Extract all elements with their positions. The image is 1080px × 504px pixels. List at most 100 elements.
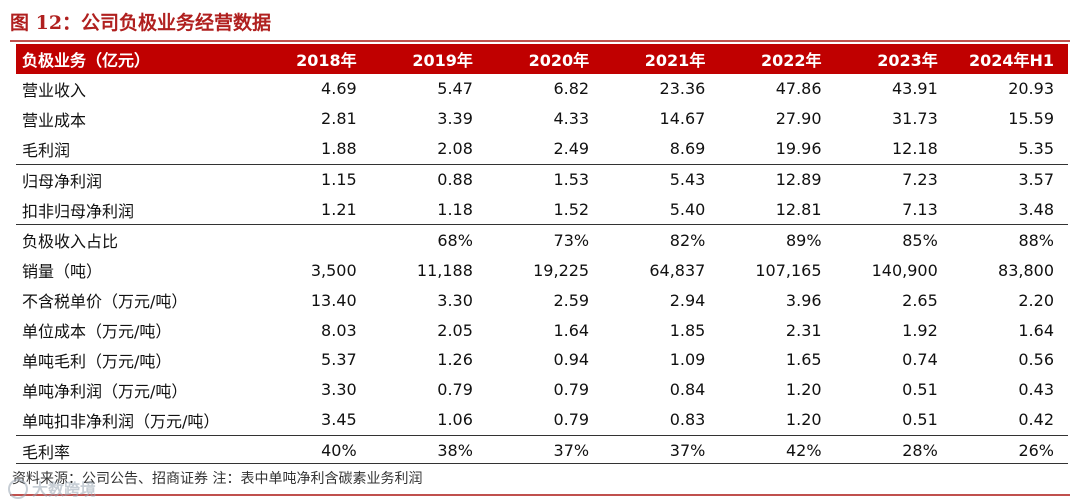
value-cell: 11,188 — [416, 260, 473, 280]
row-label: 销量（吨） — [22, 262, 103, 282]
value-cell: 43.91 — [891, 79, 938, 99]
value-cell: 23.36 — [659, 79, 706, 99]
value-cell: 5.43 — [603, 163, 720, 195]
value-cell: 0.88 — [370, 163, 487, 195]
value-cell: 31.73 — [891, 109, 938, 129]
table-row: 扣非归母净利润 1.21 1.18 1.52 5.40 12.81 7.13 3.48 — [16, 195, 1068, 225]
value-cell: 0.74 — [902, 350, 938, 370]
value-cell: 37% — [486, 434, 604, 466]
value-cell: 15.59 — [1008, 109, 1054, 129]
header-year-cell: 2020年 — [486, 44, 604, 74]
value-cell: 0.79 — [553, 380, 590, 400]
row-label: 毛利率 — [16, 434, 255, 466]
value-cell: 0.79 — [553, 410, 590, 430]
value-cell: 8.69 — [669, 139, 706, 159]
value-cell: 3.48 — [1018, 200, 1054, 219]
header-year-cell: 2022年 — [719, 44, 836, 74]
header-year-cell: 2018年 — [254, 44, 371, 74]
row-label: 负极收入占比 — [16, 224, 255, 256]
row-label: 单吨毛利（万元/吨） — [22, 351, 172, 371]
value-cell: 0.51 — [902, 380, 938, 400]
bottom-divider — [10, 494, 1070, 496]
value-cell: 5.37 — [321, 350, 357, 370]
value-cell: 0.43 — [1018, 380, 1054, 400]
table-row: 销量（吨） 3,500 11,188 19,225 64,837 107,165 140,9… — [16, 255, 1068, 285]
value-cell: 37% — [603, 434, 720, 466]
value-cell: 1.52 — [553, 200, 590, 219]
value-cell: 73% — [486, 224, 604, 256]
value-cell: 5.40 — [669, 200, 706, 219]
value-cell: 27.90 — [775, 109, 822, 129]
value-cell: 5.35 — [1018, 139, 1054, 159]
table-row: 毛利润 1.88 2.08 2.49 8.69 19.96 12.18 5.35 — [16, 134, 1068, 164]
table-body: 营业收入 4.69 5.47 6.82 23.36 47.86 43.91 20.93 营业成本… — [16, 74, 1068, 466]
value-cell: 1.92 — [902, 320, 938, 340]
value-cell: 83,800 — [998, 260, 1054, 280]
table-row: 毛利率 40% 38% 37% 37% 42% 28% 26% — [16, 434, 1068, 466]
value-cell: 2.59 — [553, 290, 590, 310]
value-cell: 3.57 — [951, 163, 1068, 195]
value-cell: 26% — [951, 434, 1068, 466]
value-cell: 5.47 — [437, 79, 473, 99]
value-cell: 0.94 — [553, 350, 590, 370]
value-cell: 0.79 — [437, 380, 473, 400]
value-cell: 19,225 — [533, 260, 590, 280]
table-bottom-divider — [16, 463, 1068, 464]
value-cell: 3.30 — [437, 290, 473, 310]
value-cell: 4.33 — [553, 109, 590, 129]
value-cell: 8.03 — [321, 320, 357, 340]
value-cell: 1.09 — [669, 350, 706, 370]
table-row: 营业收入 4.69 5.47 6.82 23.36 47.86 43.91 20.93 — [16, 74, 1068, 104]
table-row: 归母净利润 1.15 0.88 1.53 5.43 12.89 7.23 3.57 — [16, 163, 1068, 195]
value-cell: 0.51 — [902, 410, 938, 430]
row-label: 单位成本（万元/吨） — [22, 322, 172, 342]
value-cell: 1.85 — [669, 320, 706, 340]
table-row: 不含税单价（万元/吨） 13.40 3.30 2.59 2.94 3.96 2.65 2.20 — [16, 285, 1068, 315]
table-row: 负极收入占比 68% 73% 82% 89% 85% 88% — [16, 224, 1068, 256]
value-cell: 1.18 — [437, 200, 473, 219]
value-cell: 40% — [254, 434, 371, 466]
value-cell: 107,165 — [755, 260, 822, 280]
value-cell: 42% — [719, 434, 836, 466]
value-cell: 28% — [835, 434, 952, 466]
value-cell: 12.18 — [891, 139, 938, 159]
value-cell: 2.20 — [1018, 290, 1054, 310]
value-cell: 20.93 — [1008, 79, 1054, 99]
row-label: 营业收入 — [22, 80, 87, 100]
data-table: 负极业务（亿元） 2018年 2019年 2020年 2021年 2022年 2023年 20… — [16, 44, 1068, 466]
table-row: 单吨净利润（万元/吨） 3.30 0.79 0.79 0.84 1.20 0.51 0.43 — [16, 375, 1068, 405]
value-cell: 1.21 — [321, 200, 357, 219]
value-cell: 0.42 — [1018, 410, 1054, 430]
value-cell: 82% — [603, 224, 720, 256]
value-cell: 2.94 — [669, 290, 706, 310]
header-year-cell: 2023年 — [835, 44, 952, 74]
value-cell: 3.30 — [321, 380, 357, 400]
row-label: 营业成本 — [22, 110, 87, 130]
value-cell: 38% — [370, 434, 487, 466]
value-cell — [254, 224, 371, 256]
header-year-cell: 2019年 — [370, 44, 487, 74]
value-cell: 85% — [835, 224, 952, 256]
value-cell: 13.40 — [310, 290, 357, 310]
value-cell: 47.86 — [775, 79, 822, 99]
value-cell: 1.64 — [553, 320, 590, 340]
table-row: 单位成本（万元/吨） 8.03 2.05 1.64 1.85 2.31 1.92 1.64 — [16, 315, 1068, 345]
value-cell: 1.53 — [486, 163, 604, 195]
figure-title: 图 12：公司负极业务经营数据 — [10, 12, 272, 34]
header-year-cell: 2021年 — [603, 44, 720, 74]
value-cell: 1.06 — [437, 410, 473, 430]
header-year-cell: 2024年H1 — [951, 44, 1068, 74]
value-cell: 12.81 — [775, 200, 822, 219]
row-label: 毛利润 — [22, 140, 71, 160]
value-cell: 2.81 — [321, 109, 357, 129]
value-cell: 4.69 — [321, 79, 357, 99]
value-cell: 6.82 — [553, 79, 590, 99]
header-row: 负极业务（亿元） 2018年 2019年 2020年 2021年 2022年 2023年 20… — [16, 44, 1068, 74]
value-cell: 64,837 — [649, 260, 706, 280]
value-cell: 2.49 — [553, 139, 590, 159]
source-note: 资料来源：公司公告、招商证券 注：表中单吨净利含碳素业务利润 — [12, 471, 423, 487]
value-cell: 14.67 — [659, 109, 706, 129]
table-header: 负极业务（亿元） 2018年 2019年 2020年 2021年 2022年 2023年 20… — [16, 44, 1068, 74]
value-cell: 2.05 — [437, 320, 473, 340]
